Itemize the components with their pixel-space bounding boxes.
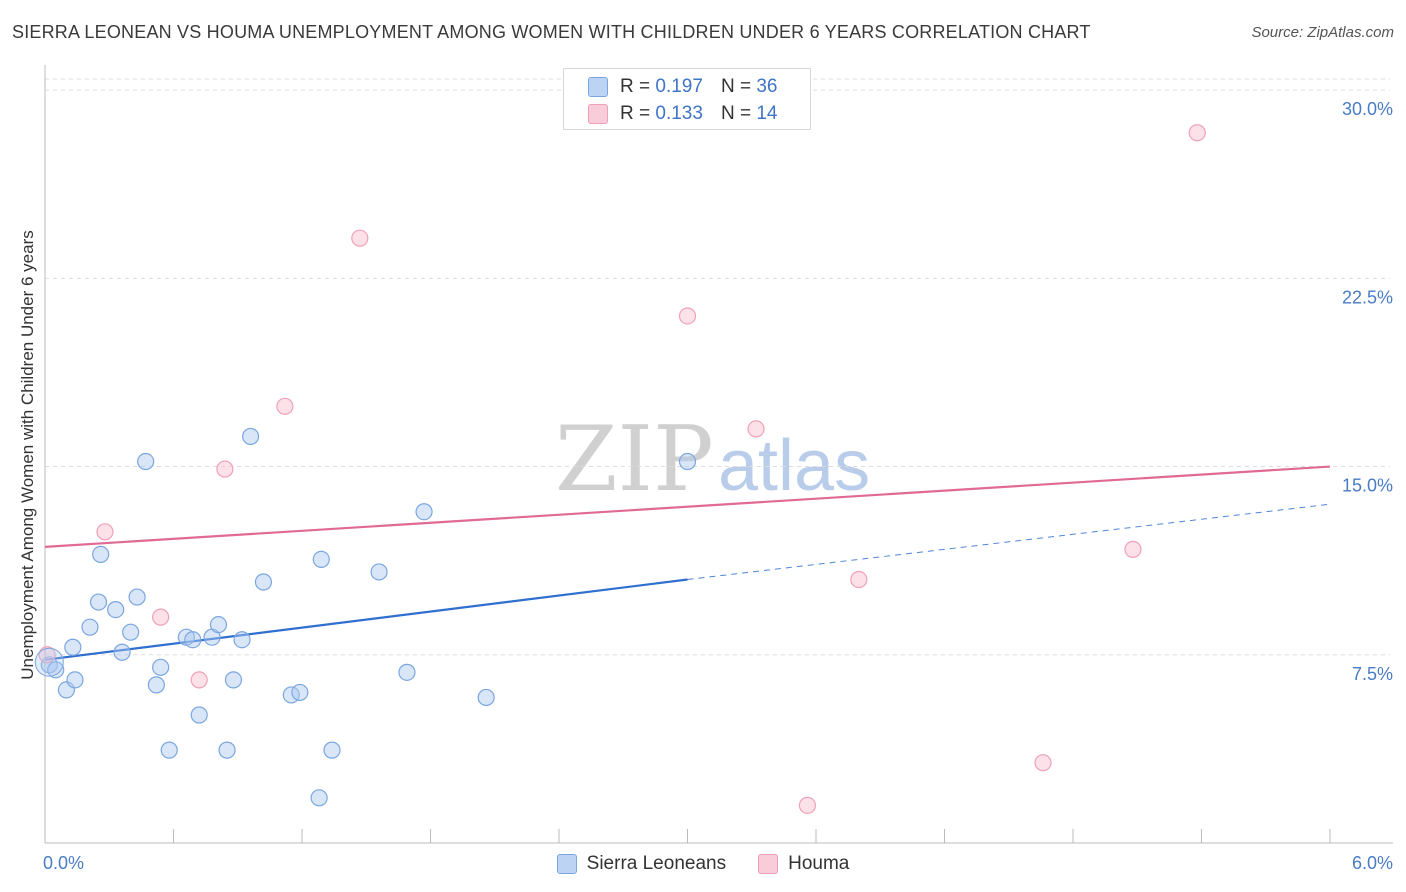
sierra-leoneans-point — [209, 616, 228, 634]
r-value: 0.197 — [655, 76, 703, 97]
sierra-leoneans-point — [107, 600, 125, 619]
x-tick-label: 6.0% — [1352, 853, 1393, 873]
sierra-leoneans-point — [678, 452, 697, 471]
sierra-leoneans-point — [92, 545, 110, 563]
legend-swatch-pink — [758, 854, 779, 874]
watermark-atlas: atlas — [718, 426, 870, 506]
houma-point — [747, 420, 765, 438]
legend-label: Sierra Leoneans — [586, 853, 727, 874]
r-label: R = — [620, 76, 651, 97]
data-points — [34, 124, 1206, 814]
axes — [44, 65, 1393, 844]
y-tick-label: 15.0% — [1342, 476, 1393, 496]
sierra-leoneans-point-cluster — [34, 647, 64, 677]
sierra-leoneans-point — [128, 588, 146, 606]
sierra-leoneans-point — [254, 573, 273, 591]
sierra-leoneans-point — [323, 741, 341, 759]
sierra-leoneans-point — [190, 706, 208, 724]
sierra-leoneans-point — [398, 663, 416, 681]
sierra-leoneans-point — [218, 741, 236, 759]
tick-labels: 7.5% 15.0% 22.5% 30.0% 0.0% 6.0% — [43, 99, 1393, 873]
sierra-leoneans-point — [47, 661, 65, 679]
legend-row-sierra-leoneans: R = 0.197 N = 36 — [588, 74, 777, 100]
houma-point — [38, 646, 56, 664]
sierra-leoneans-point — [224, 671, 243, 689]
sierra-leoneans-point — [370, 563, 388, 581]
legend-row-houma: R = 0.133 N = 14 — [588, 101, 777, 127]
sierra-leoneans-point — [184, 631, 202, 649]
legend-swatch-pink — [588, 104, 608, 124]
sierra-leoneans-point — [233, 631, 251, 649]
series-legend: Sierra Leoneans Houma — [0, 850, 1406, 878]
trend-lines — [44, 465, 1331, 661]
sierra-leoneans-point — [310, 789, 328, 807]
y-tick-label: 7.5% — [1352, 664, 1393, 684]
sierra-leoneans-point — [122, 623, 140, 641]
watermark-zip: ZIP — [555, 407, 714, 512]
sierra-leoneans-trend-line — [44, 578, 688, 661]
sierra-leoneans-point — [242, 427, 260, 446]
y-tick-label: 22.5% — [1342, 287, 1393, 307]
sierra-leoneans-point — [152, 658, 170, 676]
n-value: 14 — [756, 103, 778, 124]
sierra-leoneans-point — [81, 618, 99, 636]
legend-swatch-blue — [588, 77, 608, 97]
sierra-leoneans-point — [312, 550, 330, 569]
sierra-leoneans-point — [64, 638, 82, 656]
sierra-leoneans-point — [137, 452, 155, 471]
n-label: N = — [720, 103, 752, 124]
houma-point — [798, 796, 817, 814]
n-value: 36 — [756, 76, 778, 97]
correlation-legend: R = 0.197 N = 36 R = 0.133 N = 14 — [563, 68, 811, 130]
x-tick-label: 0.0% — [43, 853, 84, 873]
legend-item-houma: Houma — [758, 853, 849, 875]
houma-point — [850, 570, 868, 589]
houma-trend-line — [44, 465, 1331, 548]
sierra-leoneans-point — [160, 741, 178, 759]
legend-label: Houma — [788, 853, 850, 874]
sierra-leoneans-point — [113, 643, 131, 661]
r-label: R = — [620, 103, 651, 124]
legend-item-sierra-leoneans: Sierra Leoneans — [556, 853, 727, 875]
houma-point — [216, 460, 234, 478]
sierra-leoneans-point — [477, 688, 495, 707]
sierra-leoneans-point — [147, 676, 165, 694]
y-tick-label: 30.0% — [1342, 99, 1393, 119]
houma-point — [351, 229, 369, 247]
sierra-leoneans-point — [66, 671, 84, 689]
houma-point — [96, 523, 114, 541]
houma-point — [1124, 540, 1142, 558]
houma-point — [1034, 754, 1052, 772]
sierra-leoneans-point — [89, 593, 108, 611]
y-axis-label: Unemployment Among Women with Children U… — [18, 230, 37, 679]
r-value: 0.133 — [655, 103, 703, 124]
legend-swatch-blue — [556, 854, 577, 874]
houma-point — [190, 671, 208, 689]
source-credit: Source: ZipAtlas.com — [1251, 24, 1394, 41]
sierra-leoneans-point — [291, 683, 309, 702]
chart-title: SIERRA LEONEAN VS HOUMA UNEMPLOYMENT AMO… — [12, 22, 1091, 42]
houma-point — [276, 397, 294, 415]
sierra-leoneans-point — [415, 503, 433, 521]
houma-point — [152, 608, 170, 626]
n-label: N = — [720, 76, 752, 97]
houma-point — [678, 307, 697, 325]
houma-point — [1188, 124, 1206, 142]
sierra-leoneans-trend-extension — [687, 503, 1331, 580]
gridlines — [45, 78, 1390, 656]
